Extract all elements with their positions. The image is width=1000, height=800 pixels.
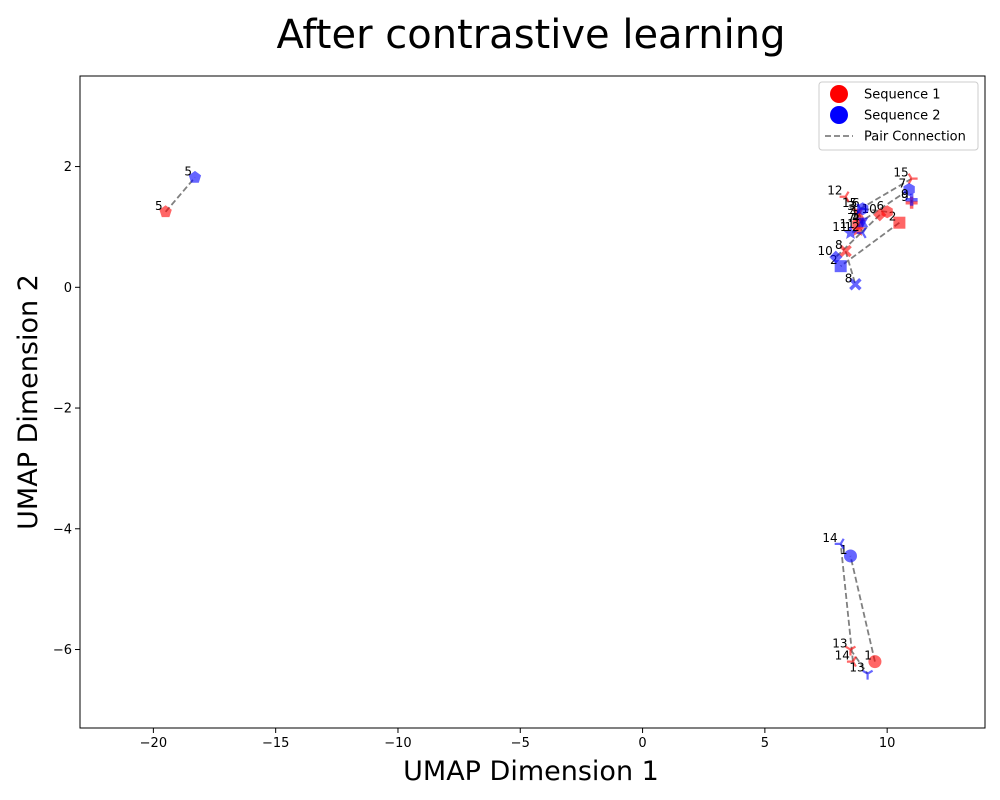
seq1-point-13	[844, 645, 857, 656]
pair-connection-2	[840, 221, 900, 267]
seq2-label-5: 5	[184, 164, 192, 178]
seq1-label-15: 15	[893, 166, 908, 180]
seq2-point-14	[834, 538, 845, 550]
seq2-point-1	[843, 549, 857, 563]
seq2-label-9: 9	[901, 187, 909, 201]
x-axis-label: UMAP Dimension 1	[403, 756, 659, 787]
seq2-point-5	[188, 170, 202, 183]
seq2-point-9	[905, 193, 918, 206]
legend-label-2: Sequence 2	[864, 109, 941, 124]
legend-marker-2	[830, 106, 848, 124]
y-tick-label: −2	[53, 402, 72, 417]
pair-connection-15	[859, 177, 913, 210]
y-tick-label: −4	[53, 522, 72, 537]
seq1-label-2: 2	[889, 210, 897, 224]
legend: Sequence 1 Sequence 2 Pair Connection	[818, 81, 979, 151]
seq1-label-3: 3	[847, 199, 855, 213]
seq2-point-10	[829, 250, 843, 264]
y-axis: −6 −4 −2 0 2	[53, 160, 80, 658]
pair-connection-13	[849, 648, 869, 675]
y-tick-label: 2	[64, 160, 72, 175]
seq1-label-8: 8	[835, 238, 843, 252]
x-tick-label: −15	[262, 736, 289, 751]
pair-connection-8	[844, 250, 857, 285]
seq2-point-13	[862, 669, 874, 680]
seq2-label-8: 8	[845, 271, 853, 285]
seq1-point-5	[159, 205, 172, 218]
seq2-label-12: 12	[844, 220, 859, 234]
seq1-point-10	[873, 208, 887, 222]
seq1-point-2	[893, 216, 906, 229]
seq2-point-8	[849, 278, 862, 291]
x-tick-label: −20	[140, 736, 167, 751]
seq2-point-12	[856, 227, 867, 239]
plot-frame	[79, 75, 986, 729]
seq2-point-4	[857, 217, 869, 228]
x-tick-label: −10	[384, 736, 411, 751]
seq1-label-5: 5	[155, 199, 163, 213]
plot-layer: 1234567891011121314151234567891011121314…	[155, 164, 918, 680]
seq1-point-12	[839, 191, 850, 203]
x-tick-label: −5	[511, 736, 530, 751]
pair-connection-12	[844, 196, 864, 234]
seq1-label-14: 14	[835, 649, 850, 663]
legend-label-1: Sequence 1	[864, 88, 941, 103]
seq2-point-7	[903, 183, 915, 196]
seq2-label-4: 4	[852, 211, 860, 225]
seq2-point-2	[834, 260, 847, 273]
seq2-label-13: 13	[849, 661, 864, 675]
legend-marker-1	[830, 85, 848, 103]
seq2-point-15	[856, 203, 867, 215]
seq2-label-3: 3	[852, 208, 860, 222]
seq2-label-11: 11	[832, 220, 847, 234]
seq2-label-1: 1	[840, 543, 848, 557]
seq1-label-9: 9	[901, 190, 909, 204]
legend-label-3: Pair Connection	[864, 130, 966, 145]
plot-area	[80, 76, 985, 728]
seq2-point-11	[843, 225, 858, 239]
seq2-label-6: 6	[852, 196, 860, 210]
x-tick-label: 0	[638, 736, 646, 751]
y-tick-label: −6	[53, 643, 72, 658]
seq1-label-1: 1	[864, 649, 872, 663]
seq1-label-6: 6	[877, 199, 885, 213]
seq2-label-10: 10	[818, 244, 833, 258]
seq1-point-15	[907, 173, 918, 185]
y-axis-label: UMAP Dimension 2	[13, 274, 44, 530]
chart-title: After contrastive learning	[276, 12, 785, 58]
seq1-label-12: 12	[827, 184, 842, 198]
pair-connection-5	[164, 176, 196, 213]
pair-connection-14	[839, 543, 854, 662]
x-tick-label: 5	[761, 736, 769, 751]
seq1-point-1	[868, 655, 882, 669]
x-tick-label: 10	[879, 736, 896, 751]
pair-connection-1	[849, 555, 876, 662]
seq1-point-14	[846, 656, 857, 668]
x-axis: −20 −15 −10 −5 0 5 10	[140, 728, 896, 751]
seq2-label-15: 15	[842, 196, 857, 210]
seq1-label-7: 7	[847, 211, 855, 225]
seq2-label-14: 14	[822, 531, 837, 545]
seq1-point-8	[839, 244, 852, 258]
seq1-label-4: 4	[850, 205, 858, 219]
seq1-label-13: 13	[832, 637, 847, 651]
seq2-label-7: 7	[899, 176, 907, 190]
legend-box	[818, 81, 979, 151]
y-tick-label: 0	[64, 281, 72, 296]
